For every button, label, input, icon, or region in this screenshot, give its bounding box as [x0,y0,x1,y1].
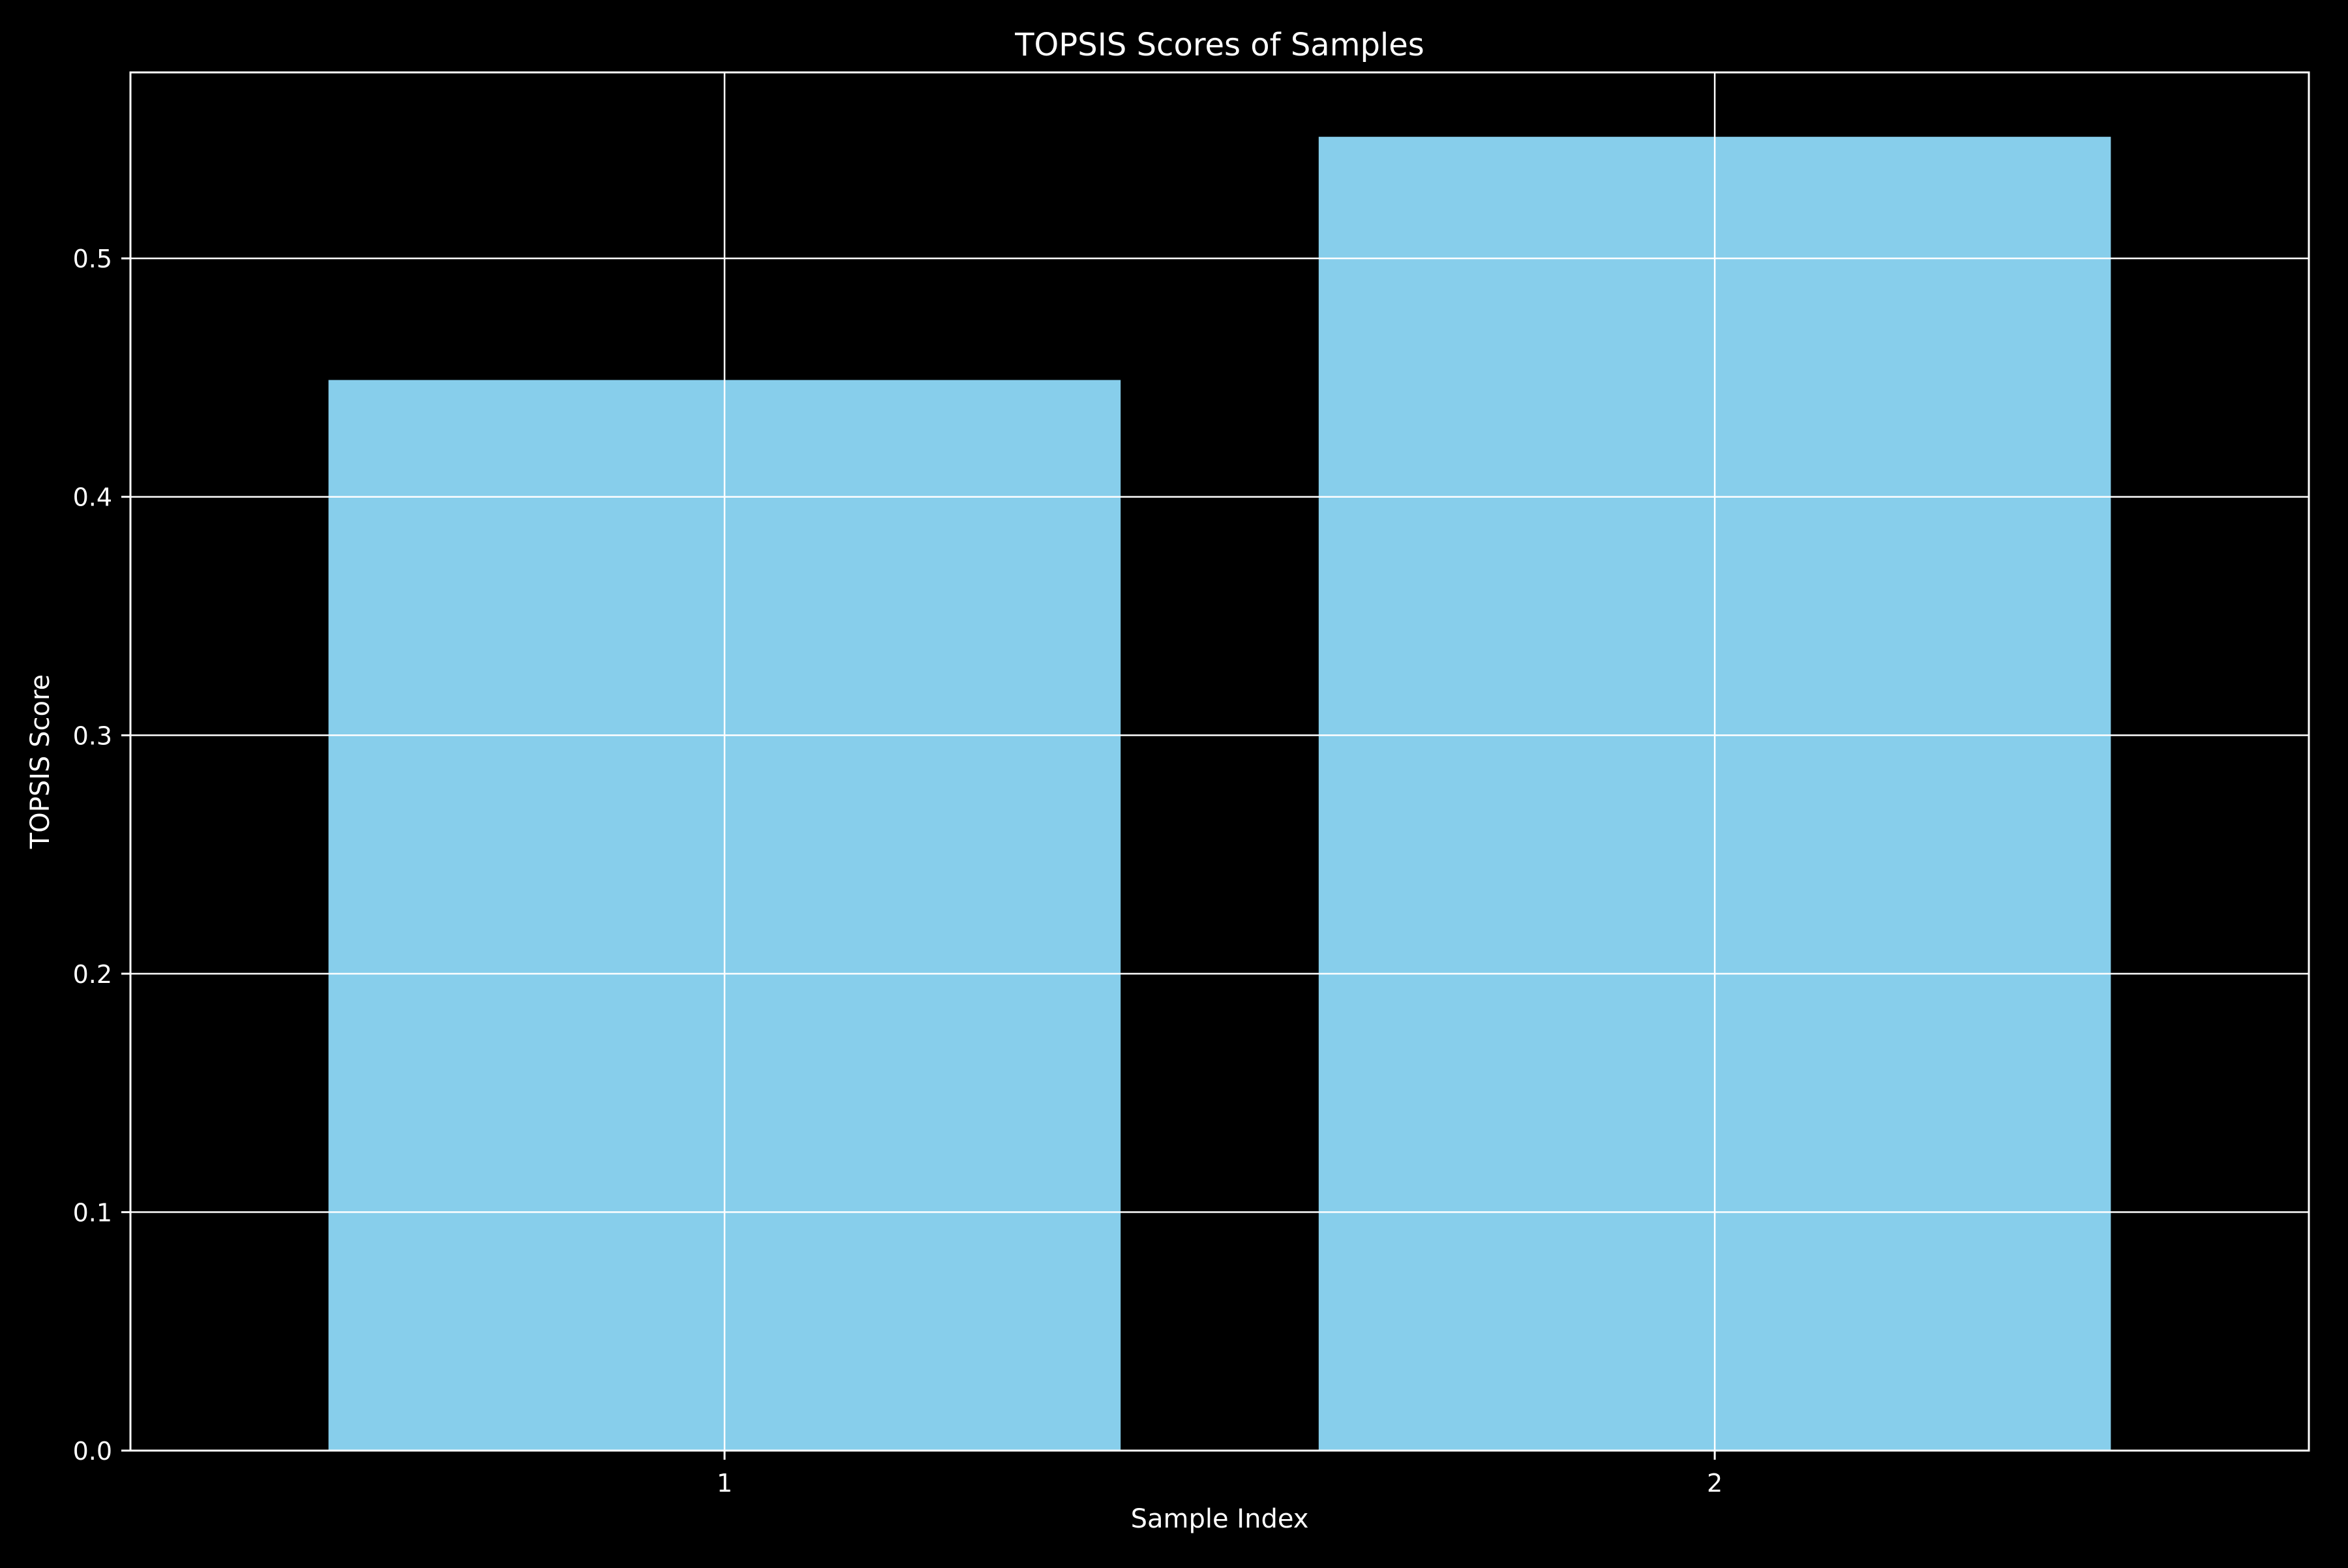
x-tick-label: 1 [717,1469,732,1498]
y-axis-label: TOPSIS Score [25,674,55,849]
x-axis-label: Sample Index [1131,1504,1309,1534]
y-tick-label: 0.2 [73,960,112,989]
axes-frame [129,71,2310,1452]
bars [328,136,2111,1451]
y-tick-label: 0.1 [73,1198,112,1227]
chart-title: TOPSIS Scores of Samples [1014,27,1424,63]
y-tick-label: 0.5 [73,245,112,273]
y-tick-label: 0.3 [73,721,112,750]
y-tick-label: 0.0 [73,1437,112,1466]
axis-ticks: 0.0 0.1 0.2 0.3 0.4 0.5 1 2 [73,245,1723,1498]
x-tick-label: 2 [1707,1469,1723,1498]
y-tick-label: 0.4 [73,483,112,512]
